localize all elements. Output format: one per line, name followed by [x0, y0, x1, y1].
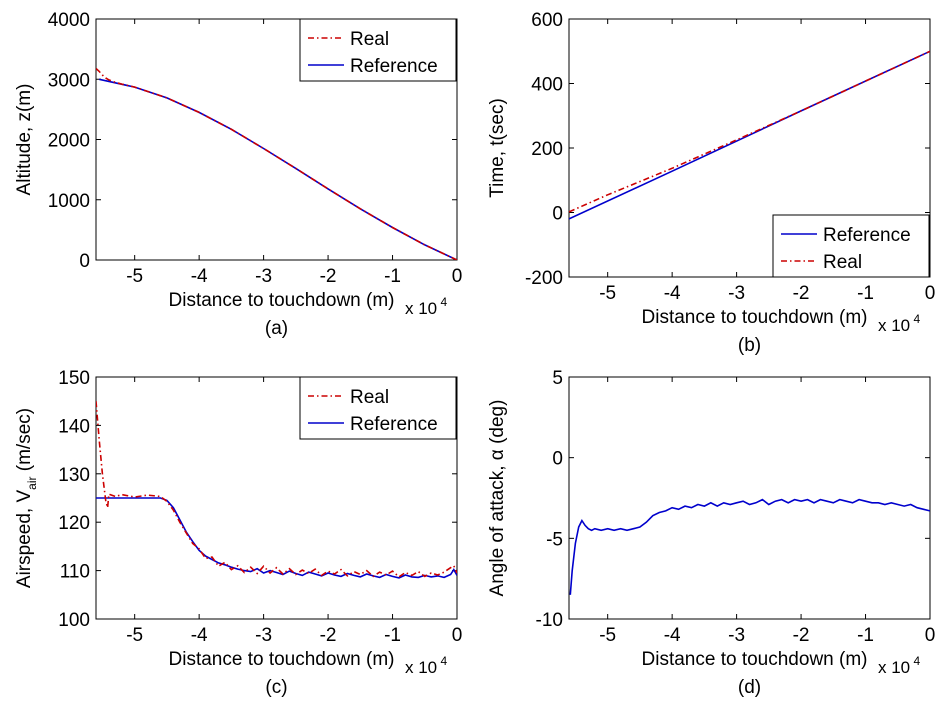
series-line-real — [96, 401, 457, 578]
legend: Reference Real — [772, 214, 930, 278]
y-tick-label: 600 — [531, 10, 563, 31]
x-tick-label: -5 — [126, 266, 143, 287]
x-tick-label: 0 — [452, 266, 463, 287]
subplot-caption: (a) — [265, 318, 288, 339]
x-tick-label: 0 — [925, 625, 936, 646]
x-axis-label: Distance to touchdown (m) — [169, 649, 395, 670]
x-tick-label: -5 — [599, 283, 616, 304]
x-axis-multiplier: x 10 4 — [878, 654, 920, 677]
legend-box — [299, 18, 457, 82]
x-tick-label: -1 — [384, 625, 401, 646]
legend-label-reference: Reference — [350, 56, 438, 77]
y-tick-label: 150 — [58, 368, 90, 389]
subplot-caption: (b) — [738, 335, 761, 356]
y-tick-label: 200 — [531, 139, 563, 160]
x-axis-label: Distance to touchdown (m) — [169, 290, 395, 311]
y-tick-label: -5 — [546, 529, 563, 550]
x-tick-label: -4 — [664, 283, 681, 304]
x-tick-label: -2 — [320, 625, 337, 646]
x-axis-multiplier: x 10 4 — [405, 654, 447, 677]
y-axis-label: Airspeed, Vair (m/sec) — [14, 408, 39, 588]
x-tick-label: -3 — [255, 266, 272, 287]
y-tick-label: 140 — [58, 416, 90, 437]
x-tick-label: -1 — [857, 625, 874, 646]
x-tick-label: -1 — [857, 283, 874, 304]
legend: Real Reference — [299, 18, 457, 82]
y-axis-label: Time, t(sec) — [487, 98, 508, 198]
x-tick-label: -1 — [384, 266, 401, 287]
y-tick-label: 120 — [58, 513, 90, 534]
y-tick-label: 400 — [531, 75, 563, 96]
x-tick-label: -4 — [191, 266, 208, 287]
x-axis-multiplier: x 10 4 — [405, 295, 447, 318]
x-tick-label: 0 — [925, 283, 936, 304]
subplot-a: -5 -4 -3 -2 -1 0 0 1000 2000 3000 4000 Distance to … — [14, 10, 462, 339]
x-tick-label: -2 — [793, 283, 810, 304]
x-tick-label: 0 — [452, 625, 463, 646]
legend-label-real: Real — [350, 387, 389, 408]
y-tick-label: -10 — [536, 610, 563, 631]
y-tick-label: 130 — [58, 465, 90, 486]
y-tick-label: 110 — [60, 562, 90, 583]
x-tick-label: -5 — [599, 625, 616, 646]
y-tick-label: 1000 — [48, 191, 90, 212]
x-tick-label: -3 — [255, 625, 272, 646]
axes-frame — [568, 376, 931, 620]
legend-box — [299, 376, 457, 440]
x-tick-label: -2 — [793, 625, 810, 646]
y-tick-label: 5 — [552, 368, 563, 389]
legend-label-real: Real — [350, 29, 389, 50]
legend-box — [772, 214, 930, 278]
x-tick-label: -3 — [728, 625, 745, 646]
x-tick-label: -4 — [664, 625, 681, 646]
x-tick-label: -2 — [320, 266, 337, 287]
y-tick-label: 4000 — [48, 10, 90, 31]
subplot-c: -5 -4 -3 -2 -1 0 100 110 120 130 140 150 Distance to… — [14, 368, 462, 698]
y-tick-label: 2000 — [48, 131, 90, 152]
y-tick-label: -200 — [525, 268, 563, 289]
x-tick-label: -5 — [126, 625, 143, 646]
y-tick-label: 0 — [552, 449, 563, 470]
x-axis-label: Distance to touchdown (m) — [642, 649, 868, 670]
legend-label-reference: Reference — [823, 225, 911, 246]
x-tick-label: -3 — [728, 283, 745, 304]
subplot-caption: (d) — [738, 677, 761, 698]
y-tick-label: 3000 — [48, 70, 90, 91]
subplot-caption: (c) — [265, 677, 287, 698]
series-line-alpha — [569, 498, 930, 595]
legend-label-real: Real — [823, 252, 862, 273]
y-tick-label: 100 — [58, 610, 90, 631]
y-tick-label: 0 — [79, 251, 90, 272]
y-tick-label: 0 — [552, 204, 563, 225]
y-axis-label: Angle of attack, α (deg) — [487, 400, 508, 597]
y-axis-label: Altitude, z(m) — [14, 84, 35, 196]
x-axis-label: Distance to touchdown (m) — [642, 307, 868, 328]
legend: Real Reference — [299, 376, 457, 440]
series-line-real — [96, 67, 457, 260]
subplot-b: -5 -4 -3 -2 -1 0 -200 0 200 400 600 Distance to tou… — [487, 10, 935, 356]
legend-label-reference: Reference — [350, 414, 438, 435]
x-axis-multiplier: x 10 4 — [878, 312, 920, 335]
x-tick-label: -4 — [191, 625, 208, 646]
